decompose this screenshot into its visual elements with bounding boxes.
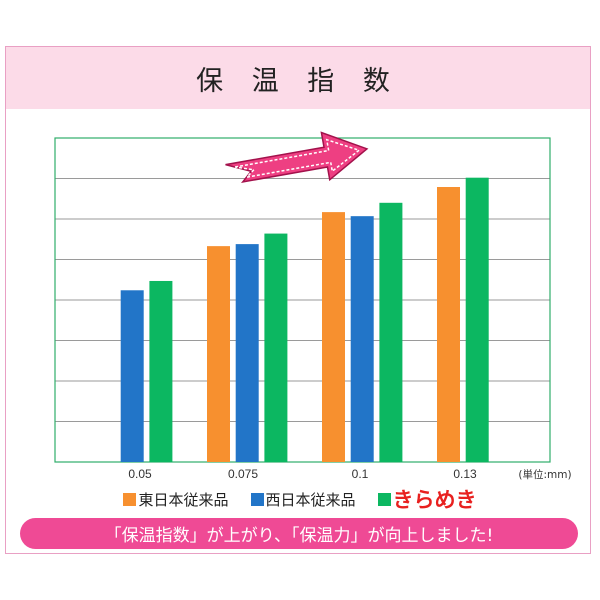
panel-frame: 保 温 指 数 [5, 46, 591, 554]
legend-item-kirameki: きらめき [377, 484, 477, 514]
legend-swatch-east [123, 492, 137, 506]
arrow-icon [225, 131, 369, 183]
x-tick-label: 0.13 [453, 467, 477, 481]
legend-swatch-west [250, 492, 264, 506]
legend: 東日本従来品 西日本従来品 きらめき [0, 484, 600, 514]
bar-0.1-1 [350, 216, 374, 462]
bar-0.13-2 [465, 177, 489, 462]
legend-label-kirameki: きらめき [392, 488, 477, 512]
legend-swatch-kirameki [377, 492, 391, 506]
title-band: 保 温 指 数 [6, 47, 590, 109]
plot-border [54, 137, 551, 463]
page-title: 保 温 指 数 [196, 65, 400, 97]
unit-label: (単位:mm) [518, 468, 571, 481]
bar-0.1-2 [379, 202, 403, 463]
x-tick-label: 0.05 [128, 467, 152, 481]
bar-0.13-0 [437, 187, 460, 462]
bar-0.075-1 [235, 244, 259, 462]
legend-label-east: 東日本従来品 [138, 490, 229, 509]
bar-0.075-0 [207, 246, 230, 462]
bar-0.075-2 [264, 233, 288, 462]
bar-0.05-2 [149, 280, 173, 462]
legend-item-west: 西日本従来品 [250, 489, 356, 510]
result-banner: 「保温指数」が上がり、「保温力」が向上しました! [20, 518, 578, 549]
x-tick-label: 0.1 [352, 467, 369, 481]
bar-0.05-1 [120, 290, 144, 462]
legend-item-east: 東日本従来品 [123, 489, 229, 510]
bar-0.1-0 [322, 212, 345, 462]
x-tick-label: 0.075 [228, 467, 258, 481]
legend-label-west: 西日本従来品 [265, 490, 356, 509]
banner-text: 「保温指数」が上がり、「保温力」が向上しました! [104, 526, 494, 546]
